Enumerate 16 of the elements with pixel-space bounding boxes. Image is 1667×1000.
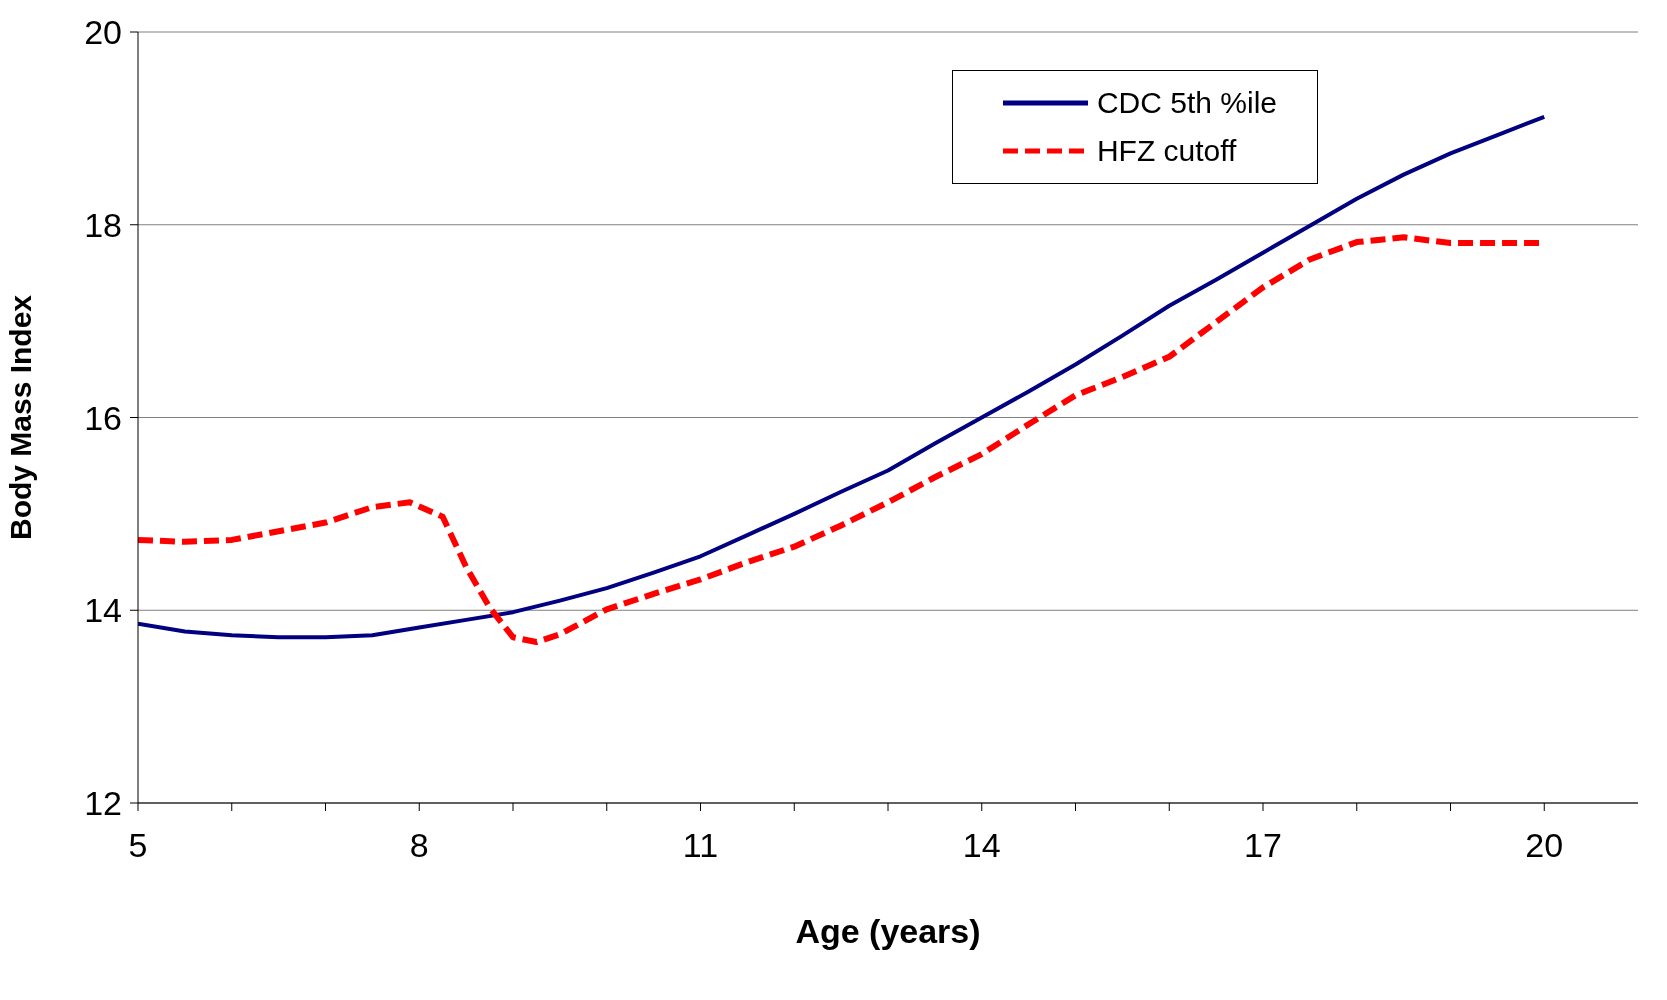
y-tick-label: 12 (84, 784, 122, 823)
y-tick-label: 20 (84, 13, 122, 52)
legend-label: HFZ cutoff (1096, 133, 1237, 169)
y-tick-label: 14 (84, 591, 122, 630)
x-tick-label: 20 (1525, 826, 1564, 865)
x-tick-label: 5 (128, 826, 148, 865)
x-tick-label: 14 (962, 826, 1001, 865)
x-tick-label: 11 (682, 826, 719, 865)
y-axis-title: Body Mass Index (3, 294, 37, 541)
legend-label: CDC 5th %ile (1096, 85, 1277, 121)
x-tick-label: 8 (409, 826, 429, 865)
y-tick-label: 16 (84, 398, 122, 437)
line-series (138, 114, 1547, 640)
x-tick-label: 17 (1244, 826, 1282, 865)
x-axis-title: Age (years) (795, 912, 981, 950)
y-tick-label: 18 (84, 205, 122, 244)
